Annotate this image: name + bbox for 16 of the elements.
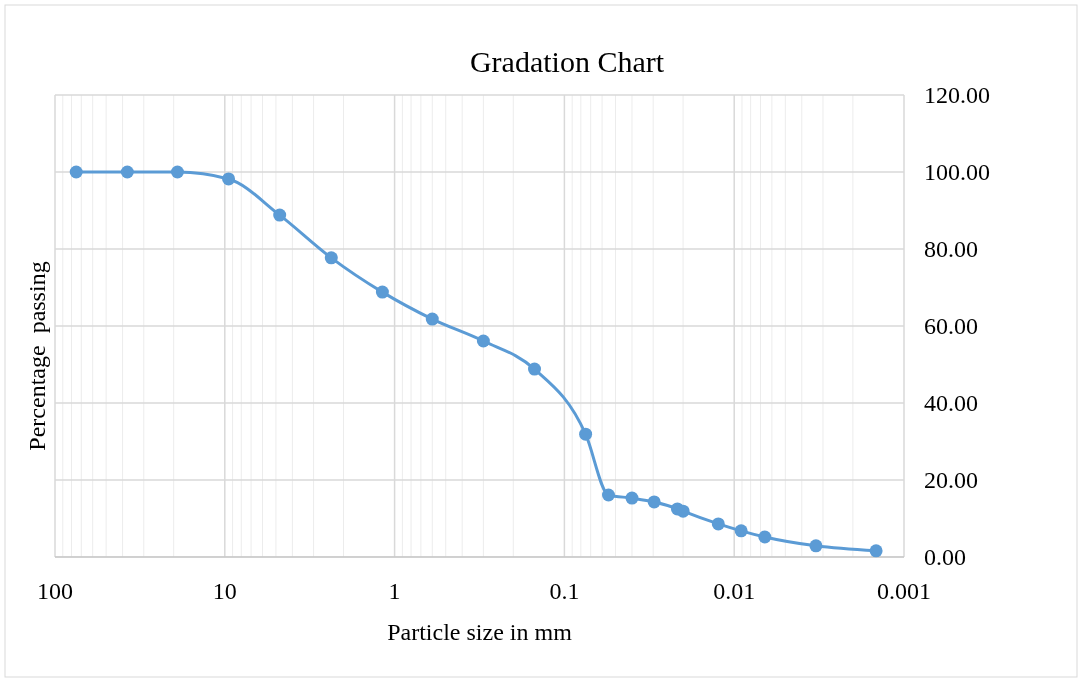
y-tick-label: 20.00 bbox=[924, 467, 978, 493]
y-tick-label: 120.00 bbox=[924, 82, 990, 108]
x-tick-label: 0.001 bbox=[877, 578, 931, 604]
chart-title: Gradation Chart bbox=[469, 45, 665, 78]
y-tick-label: 80.00 bbox=[924, 236, 978, 262]
x-tick-label: 100 bbox=[37, 578, 73, 604]
y-tick-label: 100.00 bbox=[924, 159, 990, 185]
x-axis-title: Particle size in mm bbox=[387, 619, 573, 645]
x-tick-label: 10 bbox=[212, 578, 237, 604]
y-tick-label: 0.00 bbox=[924, 544, 966, 570]
x-tick-label: 0.1 bbox=[549, 578, 580, 604]
x-tick-label: 1 bbox=[388, 578, 401, 604]
y-tick-label: 60.00 bbox=[924, 313, 978, 339]
x-tick-label: 0.01 bbox=[713, 578, 756, 604]
y-tick-label: 40.00 bbox=[924, 390, 978, 416]
y-axis-title: Percentage passing bbox=[24, 261, 50, 451]
